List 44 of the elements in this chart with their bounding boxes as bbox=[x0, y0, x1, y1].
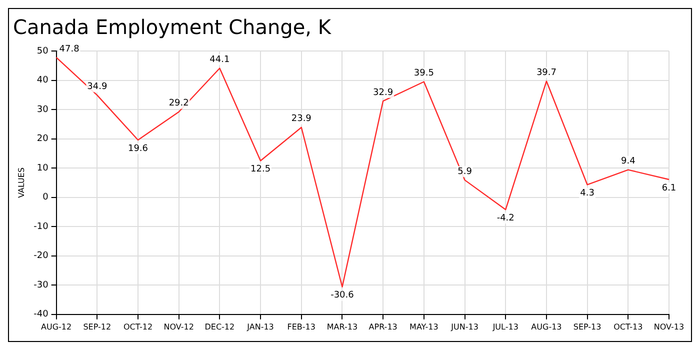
data-label: 12.5 bbox=[250, 164, 271, 175]
data-label: 19.6 bbox=[128, 144, 148, 154]
x-tick-label: APR-13 bbox=[368, 322, 398, 332]
data-label: 34.9 bbox=[87, 82, 108, 92]
data-label: -4.2 bbox=[496, 213, 514, 224]
x-tick-label: NOV-13 bbox=[654, 322, 684, 332]
x-tick-label: JAN-13 bbox=[246, 322, 274, 332]
data-label: 23.9 bbox=[291, 114, 312, 124]
y-tick-label: -40 bbox=[34, 310, 49, 320]
x-tick-label: JUN-13 bbox=[450, 322, 478, 332]
data-label: 39.5 bbox=[414, 68, 434, 79]
x-tick-label: AUG-12 bbox=[41, 322, 72, 332]
x-tick-label: AUG-13 bbox=[531, 322, 562, 332]
x-tick-label: MAR-13 bbox=[326, 322, 358, 332]
y-tick-label: -10 bbox=[34, 222, 49, 232]
data-label: 47.8 bbox=[59, 44, 80, 54]
x-tick-label: DEC-12 bbox=[204, 322, 235, 332]
x-tick-label: MAY-13 bbox=[410, 322, 438, 332]
chart-title: Canada Employment Change, K bbox=[13, 15, 332, 40]
data-label: 39.7 bbox=[536, 68, 556, 78]
y-tick-label: 10 bbox=[36, 163, 49, 174]
data-label: 9.4 bbox=[620, 156, 636, 167]
y-tick-label: -20 bbox=[34, 251, 49, 262]
data-label: -30.6 bbox=[330, 290, 354, 301]
data-label: 44.1 bbox=[210, 55, 230, 66]
y-tick-label: 30 bbox=[36, 104, 49, 115]
y-tick-label: 0 bbox=[42, 192, 49, 203]
data-label: 6.1 bbox=[662, 183, 676, 194]
y-tick-label: 20 bbox=[36, 134, 49, 144]
data-label: 32.9 bbox=[373, 88, 394, 98]
x-tick-label: SEP-12 bbox=[83, 322, 112, 332]
y-axis-title: VALUES bbox=[16, 167, 26, 198]
x-tick-label: OCT-13 bbox=[614, 322, 643, 332]
data-label: 5.9 bbox=[458, 166, 472, 177]
y-tick-label: -30 bbox=[34, 280, 49, 290]
x-tick-label: SEP-13 bbox=[573, 322, 602, 332]
data-label: 29.2 bbox=[168, 98, 189, 109]
x-tick-label: JUL-13 bbox=[492, 322, 518, 332]
data-label: 4.3 bbox=[580, 188, 594, 199]
x-tick-label: FEB-13 bbox=[287, 322, 316, 332]
x-tick-label: NOV-12 bbox=[164, 322, 194, 332]
x-tick-label: OCT-12 bbox=[123, 322, 153, 332]
y-tick-label: 40 bbox=[36, 76, 49, 86]
y-tick-label: 50 bbox=[36, 46, 49, 56]
